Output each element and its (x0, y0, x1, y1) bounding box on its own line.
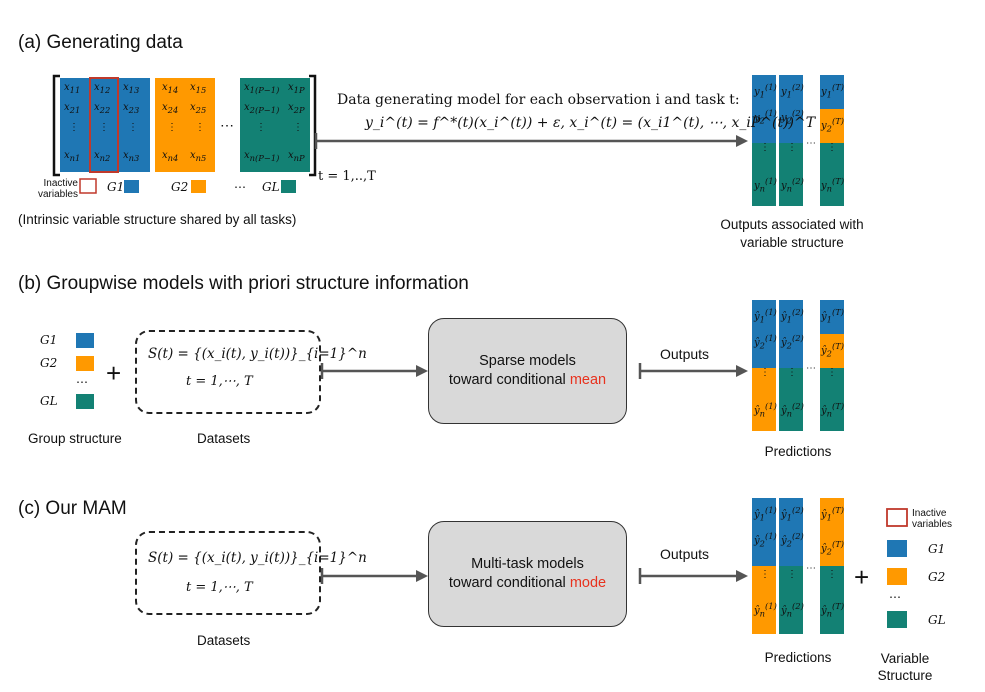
legend-a-inactive-label: Inactive variables (37, 178, 78, 200)
model-equation: y_i^(t) = f^*(t)(x_i^(t)) + ε, x_i^(t) =… (365, 115, 816, 131)
legend-c-gl: GL (928, 613, 946, 627)
dataset-box-c (135, 531, 321, 615)
model-description: Data generating model for each observati… (337, 92, 740, 108)
outputs-a-columns (752, 75, 844, 206)
legend-a-g1: G1 (107, 180, 125, 194)
outputs-c-labels: ŷ1(1) ŷ2(1) ⋮ ŷn(1) ŷ1(2) ŷ2(2) ⋮ ŷn(2) … (754, 505, 845, 619)
sparse-model-box: Sparse models toward conditional mean (428, 318, 627, 424)
outputs-b-columns (752, 300, 844, 431)
multitask-model-line2: toward conditional (448, 575, 566, 591)
matrix-left-bracket (52, 74, 60, 177)
multitask-model-line1: Multi-task models (471, 556, 584, 572)
section-b-title: (b) Groupwise models with priori structu… (18, 273, 469, 294)
outputs-a-labels: y1(1) y2(1) ⋮ yn(1) y1(2) y2(2) ⋮ yn(2) … (754, 82, 845, 194)
group-b-gl: GL (40, 394, 58, 408)
matrix-group1-block (60, 78, 150, 172)
task-range-a: t = 1,..,T (318, 169, 376, 184)
dataset-b-range: t = 1,⋯, T (186, 374, 253, 389)
predictions-b-caption: Predictions (764, 444, 832, 459)
legend-a-gl: GL (262, 180, 280, 194)
plus-c: + (854, 562, 870, 592)
group-b-g2: G2 (40, 356, 58, 370)
sparse-model-highlight: mean (569, 372, 607, 388)
matrix-group2-block (155, 78, 215, 172)
legend-c-ellipsis: ⋯ (889, 590, 901, 604)
variable-structure-caption: Variable Structure (877, 651, 933, 683)
outputs-c-label: Outputs (660, 546, 710, 562)
section-c-title: (c) Our MAM (18, 498, 127, 519)
dataset-box-b (135, 330, 321, 414)
datasets-c-caption: Datasets (197, 633, 251, 648)
sparse-model-line2: toward conditional (448, 372, 566, 388)
matrix-groupL-block (240, 78, 310, 172)
group-b-ellipsis: ⋯ (76, 375, 88, 389)
plus-b: + (106, 358, 122, 388)
predictions-c-caption: Predictions (764, 650, 832, 665)
group-b-g1: G1 (40, 333, 58, 347)
datasets-b-caption: Datasets (197, 431, 251, 446)
group-structure-caption: Group structure (28, 431, 122, 446)
outputs-b-label: Outputs (660, 346, 710, 362)
inactive-column-marker (89, 77, 119, 173)
outputs-b-labels: ŷ1(1) ŷ2(1) ⋮ ŷn(1) ŷ1(2) ŷ2(2) ⋮ ŷn(2) … (754, 307, 845, 419)
dataset-c-equation: S(t) = {(x_i(t), y_i(t))}_{i=1}^n (148, 550, 367, 566)
dataset-c-range: t = 1,⋯, T (186, 580, 253, 595)
outputs-a-caption: Outputs associated with variable structu… (720, 217, 864, 250)
legend-a-ellipsis: ⋯ (234, 180, 246, 194)
matrix-entries: x11 x21 ⋮ xn1 x12 x22 ⋮ xn2 x13 x23 ⋮ xn… (64, 82, 305, 163)
legend-c-g2: G2 (928, 570, 946, 584)
multitask-model-highlight: mode (569, 575, 607, 591)
multitask-model-box: Multi-task models toward conditional mod… (428, 521, 627, 627)
dataset-b-equation: S(t) = {(x_i(t), y_i(t))}_{i=1}^n (148, 346, 367, 362)
shared-structure-caption: (Intrinsic variable structure shared by … (18, 212, 297, 227)
legend-a-g2: G2 (171, 180, 189, 194)
section-a-title: (a) Generating data (18, 32, 183, 53)
sparse-model-line1: Sparse models (479, 353, 576, 369)
legend-c-g1: G1 (928, 542, 946, 556)
legend-c-inactive-label: Inactive variables (912, 508, 953, 530)
matrix-right-bracket (309, 74, 317, 177)
outputs-c-columns (752, 498, 844, 634)
